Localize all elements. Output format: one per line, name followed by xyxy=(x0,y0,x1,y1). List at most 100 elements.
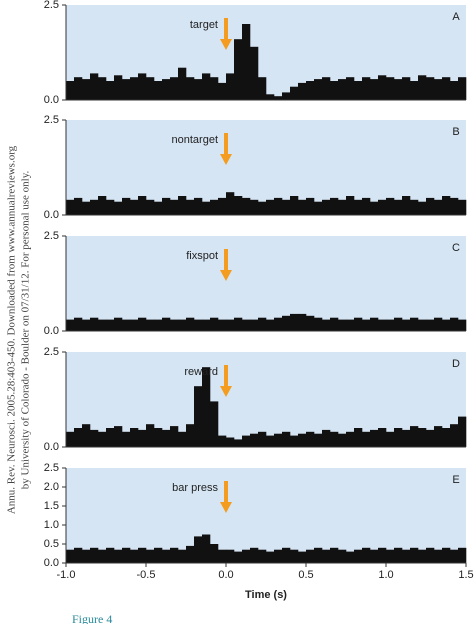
annotation: bar press xyxy=(172,482,218,494)
histogram-bar xyxy=(330,197,339,215)
panel-letter: E xyxy=(452,474,459,486)
histogram-bar xyxy=(418,428,427,447)
side-note: by University of Colorado - Boulder on 0… xyxy=(20,170,32,489)
histogram-bar xyxy=(386,549,395,563)
histogram-bar xyxy=(106,199,115,215)
histogram-bar xyxy=(234,439,243,447)
histogram-bar xyxy=(458,199,467,215)
histogram-bar xyxy=(322,199,331,215)
histogram-bar xyxy=(186,545,195,563)
y-tick-label: 2.0 xyxy=(44,481,59,493)
histogram-bar xyxy=(338,319,347,331)
histogram-bar xyxy=(202,319,211,331)
histogram-bar xyxy=(122,431,131,447)
histogram-bar xyxy=(122,547,131,563)
histogram-bar xyxy=(274,549,283,563)
histogram-bar xyxy=(178,319,187,331)
histogram-bar xyxy=(154,428,163,447)
histogram-bar xyxy=(458,319,467,331)
x-tick-label: -0.5 xyxy=(137,569,156,581)
y-tick-label: 0.0 xyxy=(44,441,59,453)
histogram-bar xyxy=(66,81,75,100)
histogram-bar xyxy=(386,77,395,100)
histogram-bar xyxy=(346,431,355,447)
histogram-bar xyxy=(170,426,179,447)
histogram-bar xyxy=(234,39,243,100)
histogram-bar xyxy=(306,197,315,215)
histogram-bar xyxy=(354,317,363,331)
histogram-bar xyxy=(378,428,387,447)
histogram-bar xyxy=(338,549,347,563)
histogram-bar xyxy=(146,549,155,563)
histogram-bar xyxy=(434,79,443,100)
histogram-bar xyxy=(210,544,219,563)
x-tick-label: 0.5 xyxy=(298,569,313,581)
histogram-bar xyxy=(378,547,387,563)
arrow-head xyxy=(220,270,232,281)
histogram-bar xyxy=(386,319,395,331)
histogram-bar xyxy=(194,197,203,215)
histogram-bar xyxy=(282,92,291,100)
histogram-bar xyxy=(130,77,139,100)
histogram-bar xyxy=(450,317,459,331)
histogram-bar xyxy=(98,431,107,447)
histogram-bar xyxy=(210,77,219,100)
histogram-bar xyxy=(314,547,323,563)
histogram-bar xyxy=(354,199,363,215)
histogram-bar xyxy=(298,433,307,447)
histogram-bar xyxy=(330,431,339,447)
histogram-bar xyxy=(346,551,355,563)
histogram-bar xyxy=(250,199,259,215)
histogram-bar xyxy=(410,199,419,215)
histogram-bar xyxy=(234,317,243,331)
histogram-bar xyxy=(74,197,83,215)
histogram-bar xyxy=(402,319,411,331)
histogram-bar xyxy=(410,547,419,563)
histogram-bar xyxy=(114,201,123,215)
y-tick-label: 2.5 xyxy=(44,462,59,474)
histogram-bar xyxy=(154,81,163,100)
histogram-bar xyxy=(106,547,115,563)
histogram-bar xyxy=(378,319,387,331)
histogram-bar xyxy=(290,435,299,447)
histogram-bar xyxy=(98,196,107,215)
histogram-bar xyxy=(362,547,371,563)
histogram-bar xyxy=(106,428,115,447)
histogram-bar xyxy=(402,549,411,563)
histogram-bar xyxy=(346,319,355,331)
histogram-bar xyxy=(274,433,283,447)
histogram-bar xyxy=(354,81,363,100)
arrow-shaft xyxy=(224,481,228,503)
histogram-bar xyxy=(402,77,411,100)
histogram-bar xyxy=(442,319,451,331)
histogram-bar xyxy=(330,81,339,100)
histogram-bar xyxy=(170,77,179,100)
histogram-bar xyxy=(210,401,219,447)
arrow-head xyxy=(220,386,232,397)
histogram-bar xyxy=(410,426,419,447)
histogram-bar xyxy=(362,319,371,331)
histogram-bar xyxy=(90,429,99,447)
histogram-bar xyxy=(194,319,203,331)
histogram-bar xyxy=(370,549,379,563)
histogram-bar xyxy=(298,199,307,215)
histogram-bar xyxy=(370,429,379,447)
arrow-head xyxy=(220,154,232,165)
histogram-bar xyxy=(226,437,235,447)
histogram-bar xyxy=(322,319,331,331)
histogram-bar xyxy=(426,429,435,447)
y-tick-label: 0.0 xyxy=(44,557,59,569)
histogram-bar xyxy=(434,549,443,563)
histogram-bar xyxy=(154,547,163,563)
histogram-bar xyxy=(186,77,195,100)
histogram-bar xyxy=(258,431,267,447)
histogram-bar xyxy=(370,201,379,215)
histogram-bar xyxy=(290,86,299,100)
histogram-bar xyxy=(418,201,427,215)
histogram-bar xyxy=(314,79,323,100)
histogram-bar xyxy=(322,77,331,100)
histogram-bar xyxy=(450,424,459,447)
histogram-bar xyxy=(162,197,171,215)
histogram-bar xyxy=(178,196,187,215)
histogram-bar xyxy=(146,199,155,215)
